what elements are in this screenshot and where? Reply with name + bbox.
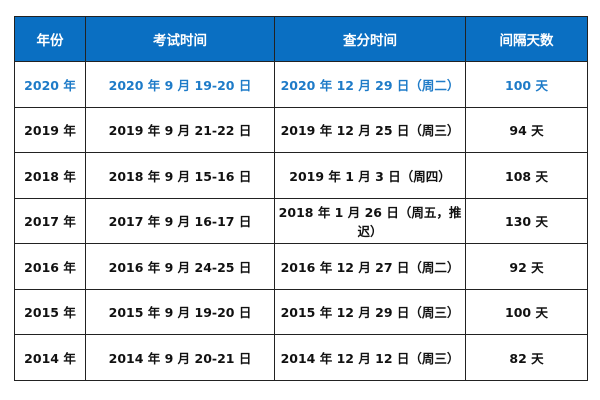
table-row: 2020 年 2020 年 9 月 19-20 日 2020 年 12 月 29… [14,61,588,108]
cell-interval-days: 82 天 [465,334,588,381]
header-interval-days: 间隔天数 [465,16,588,62]
cell-score-query-time: 2014 年 12 月 12 日（周三） [274,334,466,381]
table-row: 2015 年 2015 年 9 月 19-20 日 2015 年 12 月 29… [14,288,588,335]
score-schedule-table: 年份 考试时间 查分时间 间隔天数 2020 年 2020 年 9 月 19-2… [14,16,588,381]
cell-exam-time: 2017 年 9 月 16-17 日 [85,197,275,244]
cell-interval-days: 94 天 [465,106,588,153]
cell-interval-days: 100 天 [465,61,588,108]
cell-score-query-time: 2020 年 12 月 29 日（周二） [274,61,466,108]
cell-year: 2014 年 [14,334,86,381]
cell-year: 2019 年 [14,106,86,153]
cell-exam-time: 2014 年 9 月 20-21 日 [85,334,275,381]
header-row: 年份 考试时间 查分时间 间隔天数 [14,16,588,62]
cell-score-query-time: 2019 年 12 月 25 日（周三） [274,106,466,153]
cell-score-query-time: 2018 年 1 月 26 日（周五，推迟） [274,197,466,244]
table-row: 2014 年 2014 年 9 月 20-21 日 2014 年 12 月 12… [14,334,588,381]
table-row: 2019 年 2019 年 9 月 21-22 日 2019 年 12 月 25… [14,106,588,153]
cell-exam-time: 2018 年 9 月 15-16 日 [85,152,275,199]
table-row: 2017 年 2017 年 9 月 16-17 日 2018 年 1 月 26 … [14,197,588,244]
cell-score-query-time: 2015 年 12 月 29 日（周三） [274,288,466,335]
cell-year: 2017 年 [14,197,86,244]
header-exam-time: 考试时间 [85,16,275,62]
cell-year: 2015 年 [14,288,86,335]
cell-score-query-time: 2016 年 12 月 27 日（周二） [274,243,466,290]
cell-exam-time: 2016 年 9 月 24-25 日 [85,243,275,290]
cell-exam-time: 2015 年 9 月 19-20 日 [85,288,275,335]
cell-score-query-time: 2019 年 1 月 3 日（周四） [274,152,466,199]
table-row: 2018 年 2018 年 9 月 15-16 日 2019 年 1 月 3 日… [14,152,588,199]
cell-year: 2018 年 [14,152,86,199]
header-year: 年份 [14,16,86,62]
cell-exam-time: 2019 年 9 月 21-22 日 [85,106,275,153]
score-schedule-table-container: 年份 考试时间 查分时间 间隔天数 2020 年 2020 年 9 月 19-2… [14,16,588,381]
table-header: 年份 考试时间 查分时间 间隔天数 [14,16,588,62]
header-score-query-time: 查分时间 [274,16,466,62]
cell-year: 2020 年 [14,61,86,108]
table-body: 2020 年 2020 年 9 月 19-20 日 2020 年 12 月 29… [14,61,588,381]
cell-exam-time: 2020 年 9 月 19-20 日 [85,61,275,108]
cell-year: 2016 年 [14,243,86,290]
cell-interval-days: 130 天 [465,197,588,244]
cell-interval-days: 108 天 [465,152,588,199]
cell-interval-days: 92 天 [465,243,588,290]
cell-interval-days: 100 天 [465,288,588,335]
table-row: 2016 年 2016 年 9 月 24-25 日 2016 年 12 月 27… [14,243,588,290]
